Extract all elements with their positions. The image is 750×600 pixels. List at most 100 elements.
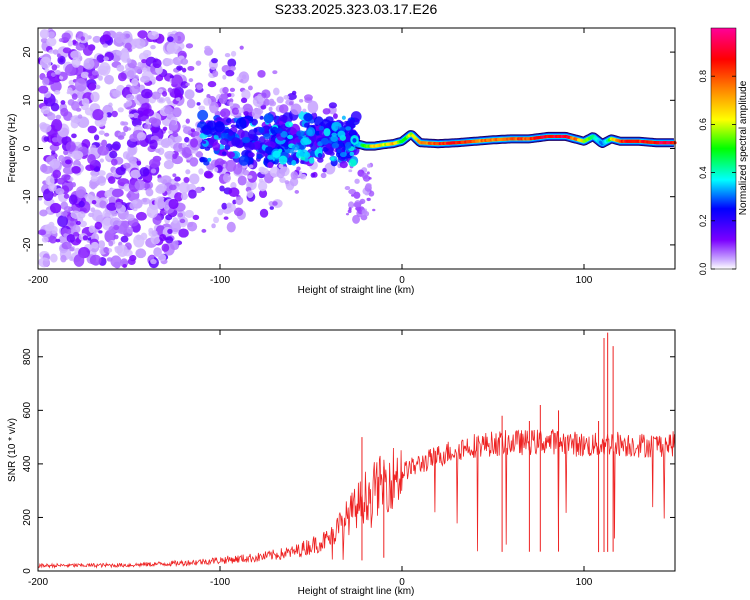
spectrogram-cell — [150, 168, 157, 174]
spectrogram-cell — [51, 64, 58, 71]
spectrogram-cell — [296, 166, 301, 171]
spectrogram-cell — [190, 128, 196, 133]
spectrogram-cell — [361, 209, 367, 216]
spectrogram-cell — [97, 170, 106, 177]
spectrogram-cell — [96, 175, 107, 184]
spectrogram-y-tick-label: 10 — [22, 94, 33, 106]
spectrogram-cell — [140, 197, 151, 205]
spectrogram-cell — [176, 35, 182, 41]
spectrogram-cell — [229, 65, 236, 72]
spectrogram-cell — [198, 168, 204, 175]
spectrogram-cell — [233, 108, 240, 114]
spectrogram-cell — [366, 171, 370, 175]
spectrogram-cell — [349, 151, 355, 157]
spectrogram-cell — [83, 57, 95, 70]
spectrogram-cell — [106, 112, 112, 118]
spectrogram-cell — [92, 109, 104, 121]
spectrogram-cell — [150, 118, 162, 127]
spectrogram-cell — [135, 234, 142, 241]
spectrogram-cell — [51, 150, 56, 155]
spectrogram-cell — [115, 50, 122, 56]
spectrogram-cell — [206, 120, 217, 131]
spectrogram-cell — [192, 214, 200, 221]
spectrogram-cell — [98, 230, 103, 234]
spectrogram-cell — [178, 228, 189, 238]
spectrogram-cell — [168, 130, 173, 135]
spectrogram-cell — [184, 89, 195, 100]
spectrogram-cell — [237, 107, 244, 114]
spectrogram-cell — [174, 135, 183, 143]
spectrogram-cell — [257, 180, 268, 192]
spectrogram-cell — [328, 102, 338, 109]
spectrogram-cell — [172, 173, 177, 178]
spectrogram-cell — [238, 71, 250, 84]
spectrogram-cell — [69, 256, 74, 262]
spectrogram-cell — [50, 158, 61, 169]
spectrogram-cell — [229, 101, 234, 107]
spectrogram-cell — [60, 107, 69, 117]
spectrogram-y-tick-label: -10 — [22, 189, 33, 204]
spectrogram-cell — [348, 169, 353, 173]
spectrogram-cell — [212, 141, 221, 151]
spectrogram-cell — [149, 158, 161, 168]
spectrogram-cell — [176, 65, 183, 71]
spectrogram-cell — [162, 91, 168, 97]
spectrogram-cell — [235, 196, 244, 206]
spectrogram-cell — [263, 133, 272, 140]
spectrogram-cell — [203, 97, 212, 106]
spectrogram-cell — [149, 139, 158, 150]
spectrogram-cell — [71, 57, 81, 68]
snr-y-tick-label: 0 — [22, 568, 33, 574]
spectrogram-cell — [87, 125, 97, 134]
spectrogram-cell — [228, 187, 240, 198]
spectrogram-cell — [229, 87, 236, 93]
spectrogram-cell — [103, 112, 108, 118]
spectrogram-cell — [300, 137, 310, 146]
spectrogram-cell — [77, 211, 86, 219]
spectrogram-cell — [116, 244, 128, 257]
spectrogram-cell — [90, 175, 98, 182]
spectrogram-x-tick-label: -200 — [28, 275, 48, 286]
spectrogram-cell — [317, 153, 323, 158]
spectrogram-cell — [81, 139, 91, 149]
spectrogram-cell — [263, 126, 269, 132]
spectrogram-cell — [189, 173, 200, 185]
spectrogram-cell — [348, 158, 357, 167]
spectrogram-cell — [267, 161, 274, 169]
spectrogram-cell — [296, 130, 305, 137]
spectrogram-cell — [219, 185, 225, 192]
spectrogram-cell — [74, 78, 87, 92]
spectrogram-cell — [291, 159, 297, 166]
snr-y-tick-label: 600 — [22, 402, 33, 419]
spectrogram-cell — [213, 166, 219, 173]
spectrogram-cell — [238, 155, 249, 166]
spectrogram-cell — [136, 132, 147, 141]
spectrogram-cell — [196, 84, 203, 91]
spectrogram-cell — [171, 74, 184, 89]
figure-title: S233.2025.323.03.17.E26 — [275, 1, 438, 17]
spectrogram-cell — [303, 113, 313, 122]
spectrogram-cell — [91, 199, 97, 205]
spectrogram-cell — [51, 137, 59, 143]
spectrogram-cell — [57, 55, 66, 65]
spectrogram-cell — [156, 183, 167, 192]
spectrogram-cell — [184, 209, 194, 218]
spectrogram-cell — [368, 190, 375, 197]
spectrogram-cell — [87, 82, 97, 91]
spectrogram-cell — [57, 215, 68, 227]
spectrogram-cell — [318, 125, 325, 131]
spectrogram-cell — [51, 118, 63, 132]
spectrogram-cell — [170, 220, 182, 233]
snr-y-tick-label: 400 — [22, 455, 33, 472]
spectrogram-cell — [239, 45, 244, 50]
colorbar-tick-label: 0.4 — [698, 166, 708, 179]
spectrogram-cell — [290, 171, 299, 180]
spectrogram-cell — [143, 123, 152, 130]
spectrogram-cell — [196, 150, 203, 158]
spectrogram-cell — [204, 146, 211, 151]
spectrogram-cell — [55, 114, 62, 120]
spectrogram-cell — [97, 69, 107, 76]
spectrogram-cell — [125, 213, 135, 221]
spectrogram-cell — [183, 177, 190, 183]
